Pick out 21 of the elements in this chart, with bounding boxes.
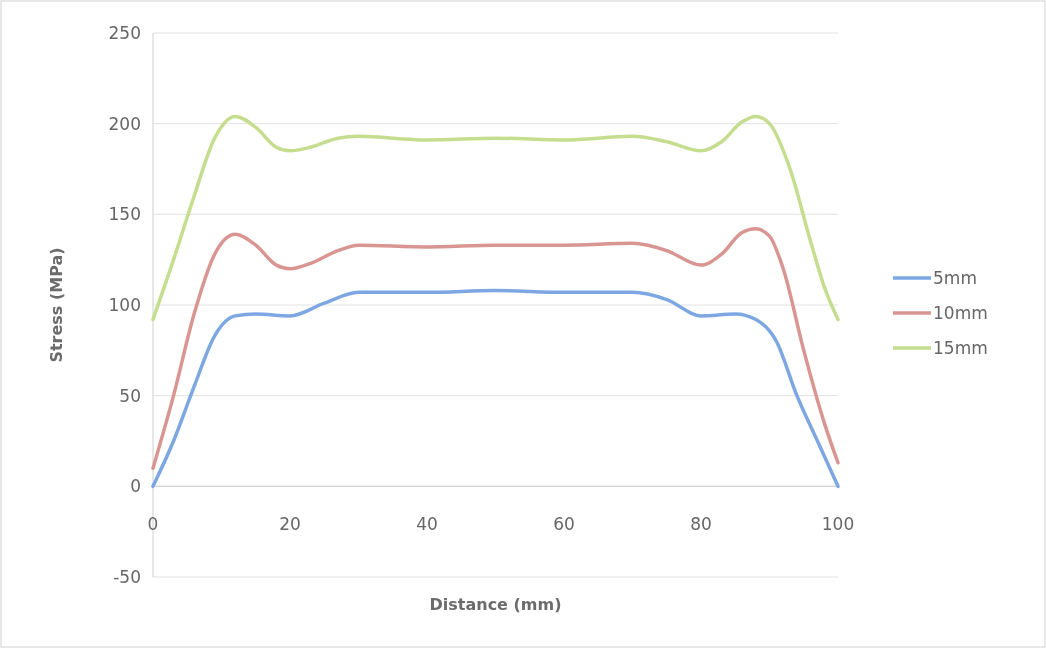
x-axis-title: Distance (mm) bbox=[429, 595, 562, 614]
x-tick-label: 60 bbox=[553, 514, 575, 535]
y-tick-label: 0 bbox=[130, 476, 141, 497]
y-tick-label: 250 bbox=[108, 22, 141, 43]
y-tick-label: 150 bbox=[108, 204, 141, 225]
y-tick-label: 50 bbox=[119, 385, 141, 406]
x-tick-label: 80 bbox=[690, 514, 712, 535]
line-series bbox=[151, 114, 840, 322]
x-tick-label: 100 bbox=[821, 514, 855, 535]
y-tick-label: 100 bbox=[108, 294, 141, 315]
x-tick-label: 40 bbox=[416, 514, 438, 535]
x-tick-label: 20 bbox=[279, 514, 301, 535]
legend-label: 5mm bbox=[933, 267, 977, 288]
y-tick-label: -50 bbox=[113, 566, 141, 587]
line-series bbox=[151, 227, 840, 470]
y-axis-title: Stress (MPa) bbox=[47, 247, 66, 363]
y-tick-label: 200 bbox=[108, 113, 141, 134]
legend-label: 15mm bbox=[933, 337, 988, 358]
line-series bbox=[151, 288, 840, 489]
x-tick-label: 0 bbox=[147, 514, 159, 535]
legend-label: 10mm bbox=[933, 302, 988, 323]
